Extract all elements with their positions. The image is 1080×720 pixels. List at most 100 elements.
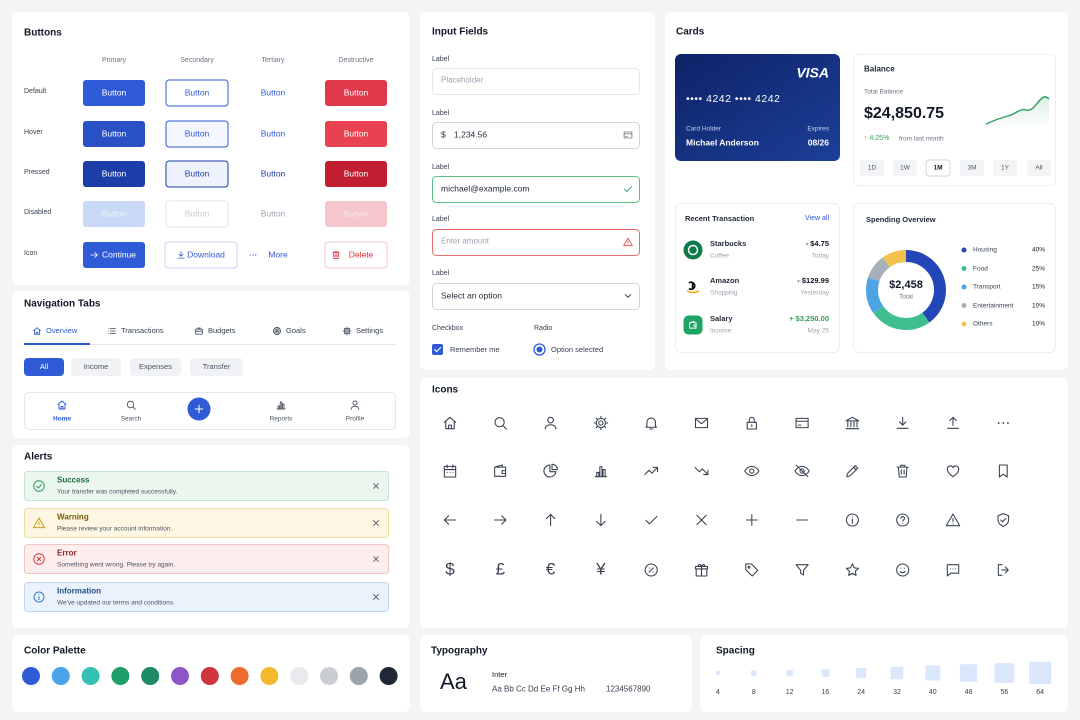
- button[interactable]: [325, 161, 387, 187]
- button[interactable]: [83, 121, 145, 147]
- filter-label[interactable]: Expenses: [139, 361, 172, 371]
- button[interactable]: [165, 160, 229, 188]
- input[interactable]: [432, 283, 640, 310]
- spacing-label: 16: [821, 689, 830, 697]
- logo: [683, 315, 703, 335]
- nav-label[interactable]: Profile: [345, 415, 365, 423]
- alert-close[interactable]: [373, 483, 379, 489]
- button-label[interactable]: Button: [184, 128, 210, 139]
- view-all-link[interactable]: View all: [805, 215, 829, 223]
- alert-close[interactable]: [373, 520, 379, 526]
- button-label[interactable]: More: [268, 249, 288, 260]
- button-label[interactable]: Delete: [348, 249, 374, 260]
- checkbox-label[interactable]: Remember me: [450, 344, 500, 354]
- button-label[interactable]: Button: [343, 168, 369, 179]
- nav-icon[interactable]: [276, 401, 286, 410]
- filter-label[interactable]: Income: [83, 361, 109, 371]
- range-label[interactable]: 1Y: [1001, 164, 1009, 172]
- nav-label[interactable]: Reports: [269, 415, 293, 423]
- filter-pill[interactable]: [24, 358, 64, 376]
- button-label[interactable]: Button: [101, 168, 127, 179]
- spacing-label: 32: [893, 689, 901, 697]
- radio-label[interactable]: Option selected: [551, 344, 604, 354]
- button-label[interactable]: Button: [343, 208, 369, 219]
- alert-close[interactable]: [373, 556, 379, 562]
- tab[interactable]: Transactions: [121, 325, 164, 335]
- button-label[interactable]: Button: [101, 128, 127, 139]
- nav-icon[interactable]: [57, 400, 67, 410]
- button-label[interactable]: Button: [260, 128, 286, 139]
- button-label[interactable]: Button: [184, 87, 210, 98]
- spacing-label: 12: [785, 689, 794, 697]
- button-label[interactable]: Button: [184, 168, 210, 179]
- icon: [746, 416, 757, 430]
- range-button[interactable]: [860, 160, 884, 176]
- filter-pill[interactable]: [71, 358, 121, 376]
- button[interactable]: [324, 241, 388, 269]
- button-label[interactable]: Button: [101, 87, 127, 98]
- button[interactable]: [83, 242, 145, 268]
- filter-pill[interactable]: [130, 358, 181, 376]
- filter-label[interactable]: Transfer: [202, 361, 231, 371]
- input[interactable]: [432, 68, 640, 95]
- input[interactable]: [432, 229, 640, 256]
- range-button[interactable]: [893, 160, 917, 176]
- range-button[interactable]: [993, 160, 1017, 176]
- button-label[interactable]: Button: [260, 208, 286, 219]
- range-label[interactable]: 1W: [900, 164, 910, 172]
- nav-label[interactable]: Search: [120, 415, 142, 423]
- button-label[interactable]: Download: [187, 249, 225, 260]
- alert-close[interactable]: [373, 594, 379, 600]
- input[interactable]: [432, 122, 640, 149]
- button[interactable]: [325, 121, 387, 147]
- nav-icon[interactable]: [126, 400, 136, 410]
- button[interactable]: [325, 201, 387, 227]
- nav-label[interactable]: Home: [52, 415, 72, 423]
- range-label[interactable]: 3M: [967, 164, 977, 172]
- button[interactable]: [83, 161, 145, 187]
- filter-pill[interactable]: [190, 358, 243, 376]
- button-label[interactable]: Continue: [101, 249, 137, 260]
- color-swatch: [22, 667, 40, 685]
- range-button[interactable]: [1027, 160, 1051, 176]
- button-label[interactable]: Button: [260, 168, 286, 179]
- tab[interactable]: Overview: [46, 325, 78, 335]
- field-label: Label: [432, 216, 450, 224]
- tab[interactable]: Goals: [286, 325, 306, 335]
- alert: [24, 508, 389, 538]
- input[interactable]: [432, 176, 640, 203]
- icon: [593, 415, 609, 431]
- row-label: Disabled: [24, 209, 52, 217]
- button-label[interactable]: Button: [343, 128, 369, 139]
- button[interactable]: [165, 200, 229, 228]
- spending-card: [853, 203, 1056, 353]
- logo-icon: [689, 320, 697, 329]
- range-label[interactable]: 1D: [867, 164, 877, 172]
- section-title: Typography: [431, 645, 488, 657]
- button-label[interactable]: Button: [343, 87, 369, 98]
- tab[interactable]: Budgets: [208, 325, 236, 335]
- filter-label[interactable]: All: [39, 361, 49, 371]
- range-label[interactable]: All: [1035, 164, 1043, 172]
- range-button[interactable]: [925, 159, 951, 177]
- button[interactable]: [165, 120, 229, 148]
- nav-icon[interactable]: [350, 400, 360, 410]
- section-title: Cards: [676, 26, 705, 38]
- button-label[interactable]: Button: [184, 208, 210, 219]
- checkbox[interactable]: [432, 344, 443, 355]
- input-icon: [623, 237, 633, 247]
- tab[interactable]: Settings: [356, 325, 384, 335]
- range-button[interactable]: [960, 160, 984, 176]
- range-label[interactable]: 1M: [933, 164, 943, 172]
- button[interactable]: [165, 79, 229, 107]
- button[interactable]: [325, 80, 387, 106]
- button[interactable]: [83, 201, 145, 227]
- button[interactable]: [83, 80, 145, 106]
- section-title: Icons: [432, 384, 459, 396]
- icon: [845, 513, 859, 527]
- button[interactable]: [164, 241, 238, 269]
- button-label[interactable]: Button: [260, 87, 286, 98]
- button-label[interactable]: Button: [101, 208, 127, 219]
- radio-dot: [536, 346, 543, 353]
